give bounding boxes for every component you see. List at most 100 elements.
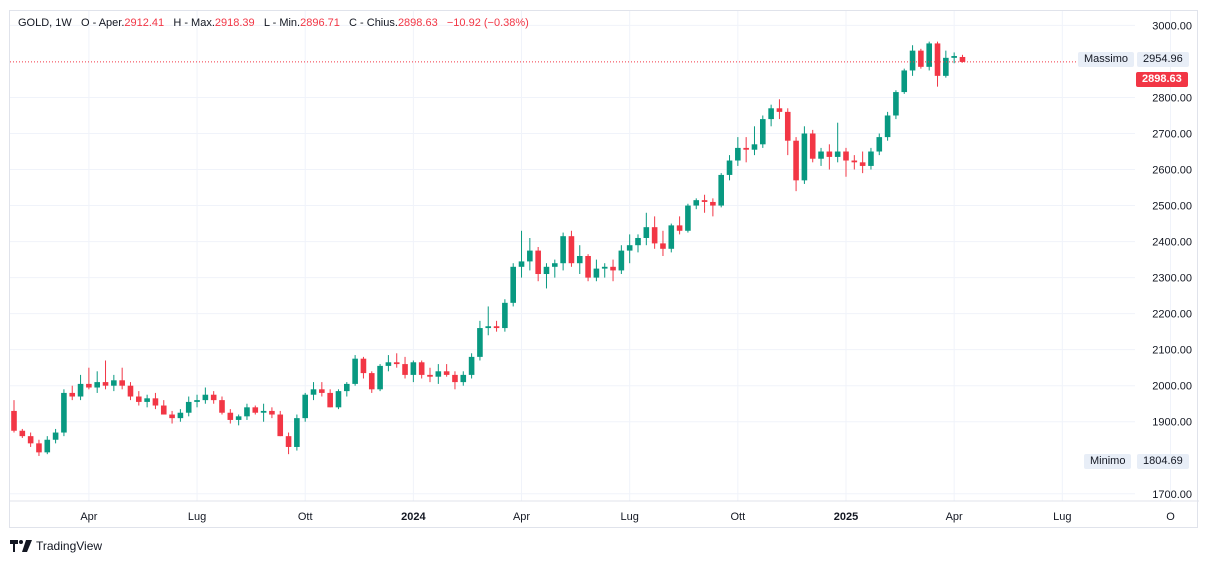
candle-body [260,410,267,413]
change-value: −10.92 (−0.38%) [446,17,529,29]
candle-body [926,43,932,67]
brand-label: TradingView [36,539,103,553]
candle-body [918,50,924,67]
candle-body [651,227,658,244]
candle-body [319,389,325,393]
y-tick-label: 1900.00 [1152,417,1192,429]
candle-body [377,365,383,390]
candle-body [693,200,700,206]
candle-body [468,356,475,375]
candle-body [718,174,724,206]
candle-body [943,57,949,76]
candle-body [843,151,849,161]
candle-body [443,371,450,375]
candle-body [859,162,866,166]
min-name-tag: Minimo [1084,454,1132,469]
candle-body [94,382,100,388]
candle-body [310,389,317,395]
candle-body [119,380,125,386]
high-value: 2918.39 [214,17,255,29]
candle-body [801,133,808,181]
candle-body [227,412,234,420]
candle-body [735,147,741,161]
low-label: L - Min. [263,17,301,29]
candle-body [327,392,333,408]
candle-body [277,414,284,437]
candle-body [368,373,375,390]
close-label: C - Chius. [349,17,398,29]
candle-body [244,407,250,417]
candle-body [601,266,608,269]
y-tick-label: 2400.00 [1152,237,1192,249]
candle-body [352,358,358,384]
candle-body [876,137,883,152]
candle-body [959,56,966,62]
x-tick-label: Lug [621,511,639,523]
open-value: 2912.41 [124,17,165,29]
candle-body [818,151,824,159]
candle-body [102,382,109,386]
chart-frame: 1700.00 1900.00 2000.00 2100.00 2200.00 2300.… [9,10,1199,529]
candle-body [660,243,666,249]
candle-body [385,362,392,366]
candle-body [360,358,367,374]
y-tick-label: 2300.00 [1152,273,1192,285]
max-value-tag: 2954.96 [1137,52,1189,67]
candle-body [676,225,683,231]
candle-body [518,261,525,267]
y-tick-label: 2800.00 [1152,92,1192,104]
candle-body [576,256,583,264]
candle-body [951,56,957,58]
candle-body [269,410,275,415]
candle-body [210,394,217,401]
candle-body [760,119,766,145]
candle-body [543,266,550,275]
candle-body [826,151,833,157]
candle-body [294,418,300,447]
x-tick-label: Ott [298,511,313,523]
candle-body [768,108,774,120]
candle-body [610,266,616,271]
candle-body [127,385,134,397]
tradingview-brand[interactable]: TradingView [10,539,102,553]
candle-body [593,268,600,278]
low-value: 2896.71 [300,17,340,29]
open-label: O - Aper. [80,17,125,29]
candle-body [626,245,633,251]
x-tick-label: Apr [513,511,530,523]
candle-body [77,383,84,397]
x-tick-label: Lug [188,511,206,523]
candle-body [86,383,92,388]
candle-body [452,374,458,383]
candle-body [776,108,783,112]
ohlc-legend: GOLD, 1W O - Aper.2912.41 H - Max.2918.3… [18,17,529,29]
candle-body [61,392,67,433]
candle-body [668,225,675,249]
min-value-tag: 1804.69 [1137,454,1189,469]
candle-body [685,205,691,231]
candle-body [510,266,516,303]
candle-body [285,436,292,447]
x-tick-label: Apr [946,511,963,523]
candle-body [710,201,716,206]
candle-body [344,383,350,392]
candle-body [809,133,816,159]
candle-body [552,263,558,267]
candle-body [527,250,533,262]
candle-body [169,414,175,419]
candle-body [851,160,858,163]
candle-body [435,371,442,377]
candle-body [160,405,167,415]
candle-body [219,400,225,413]
x-tick-label: 2024 [401,511,426,523]
y-tick-label: 3000.00 [1152,20,1192,32]
y-tick-label: 2600.00 [1152,165,1192,177]
candle-body [418,362,425,375]
candle-body [726,160,733,175]
candle-body [252,407,259,413]
y-tick-label: 2000.00 [1152,381,1192,393]
last-price-tag: 2898.63 [1136,72,1188,87]
candlestick-chart[interactable]: 1700.00 1900.00 2000.00 2100.00 2200.00 2300.… [10,11,1199,529]
candle-body [202,394,209,401]
candle-body [36,443,42,453]
